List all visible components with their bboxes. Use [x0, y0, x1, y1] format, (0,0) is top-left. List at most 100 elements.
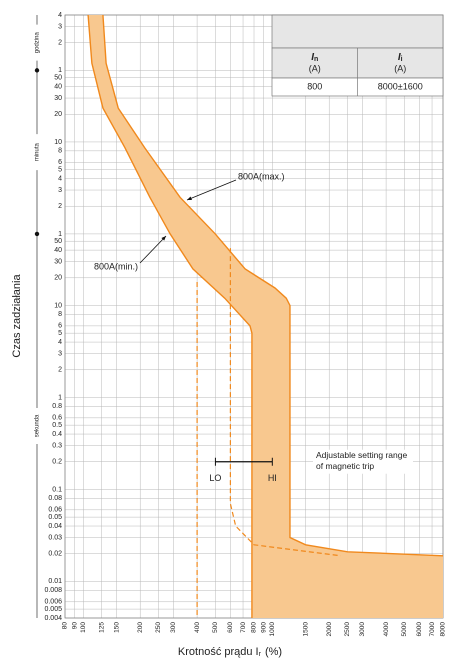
labels: 80 90 100 125 150 200 250 300 400 500 600 700 800 900… [44, 12, 446, 637]
y-tick-label: 10 [54, 139, 62, 146]
y-tick-label: 5 [58, 166, 62, 173]
marks [87, 14, 444, 618]
x-tick-label: 600 [227, 622, 234, 633]
y-tick-label: 3 [58, 187, 62, 194]
y-tick-label: 20 [54, 275, 62, 282]
x-tick-label: 500 [212, 622, 219, 633]
y-tick-label: 2 [58, 367, 62, 374]
y-tick-label: 3 [58, 23, 62, 30]
y-tick-label: 0.1 [52, 486, 62, 493]
dashed-curve [229, 248, 341, 557]
x-tick-label: 700 [240, 622, 247, 633]
y-tick-label: 0.05 [48, 514, 62, 521]
y-tick-label: 1 [58, 394, 62, 401]
arrow-head [187, 196, 192, 201]
curve [102, 14, 444, 557]
arrow-head [161, 236, 166, 241]
x-tick-label: 4000 [383, 622, 390, 637]
y-tick-label: 0.2 [52, 459, 62, 466]
x-title-text: Krotność prądu I [178, 646, 259, 658]
curve [87, 14, 253, 618]
y-tick-label: 1 [58, 231, 62, 238]
y-tick-label: 0.008 [44, 587, 62, 594]
y-tick-label: 40 [54, 247, 62, 254]
y-tick-label: 30 [54, 95, 62, 102]
y-tick-label: 1 [58, 67, 62, 74]
annotation-arrow [139, 235, 167, 264]
table-cell: 800 [307, 81, 322, 91]
y-tick-label: 0.06 [48, 507, 62, 514]
y-tick-label: 0.8 [52, 403, 62, 410]
x-title-unit: (%) [265, 646, 282, 658]
x-axis-title: Krotność prądu Ir (%) [178, 646, 282, 658]
y-tick-label: 5 [58, 330, 62, 337]
y-tick-label: 0.01 [48, 578, 62, 585]
unit-label: sekunda [35, 414, 41, 437]
x-tick-label: 3000 [359, 622, 366, 637]
range-note: Adjustable setting range [316, 450, 407, 460]
y-tick-label: 6 [58, 159, 62, 166]
annotation: 800A(max.) [238, 171, 285, 181]
x-tick-label: 7000 [429, 622, 436, 637]
header-symbol: I [311, 52, 314, 63]
header-symbol: I [398, 52, 401, 63]
unit-label: godzina [35, 32, 41, 54]
y-tick-label: 40 [54, 83, 62, 90]
x-title-sub: r [259, 651, 262, 658]
y-tick-label: 30 [54, 258, 62, 265]
y-tick-label: 8 [58, 148, 62, 155]
y-tick-label: 0.4 [52, 431, 62, 438]
unit-label: minuta [35, 142, 41, 161]
y-tick-label: 20 [54, 111, 62, 118]
range-label: HI [268, 473, 277, 483]
x-tick-label: 80 [62, 622, 69, 630]
table-top [271, 14, 444, 49]
unit-dot [34, 68, 40, 73]
y-tick-label: 0.03 [48, 534, 62, 541]
range-note: of magnetic trip [316, 461, 374, 471]
table-header-symbol: In [311, 52, 318, 63]
y-tick-label: 2 [58, 40, 62, 47]
y-tick-label: 0.5 [52, 422, 62, 429]
x-tick-label: 2000 [326, 622, 333, 637]
header-sub: i [401, 56, 403, 63]
annotation: 800A(min.) [94, 261, 138, 271]
header-sub: n [314, 56, 318, 63]
y-tick-label: 0.08 [48, 495, 62, 502]
x-tick-label: 5000 [401, 622, 408, 637]
note-bg [313, 449, 413, 474]
x-tick-label: 1500 [302, 622, 309, 637]
y-tick-label: 8 [58, 311, 62, 318]
y-tick-label: 4 [58, 175, 62, 182]
x-tick-label: 90 [71, 622, 78, 630]
y-tick-label: 4 [58, 339, 62, 346]
table-header-unit: (A) [309, 63, 321, 73]
y-tick-label: 0.005 [44, 606, 62, 613]
x-tick-label: 8000 [440, 622, 447, 637]
y-tick-label: 0.02 [48, 551, 62, 558]
x-tick-label: 1000 [269, 622, 276, 637]
x-tick-label: 900 [260, 622, 267, 633]
x-tick-label: 250 [155, 622, 162, 633]
annotation-arrow [186, 179, 237, 201]
x-tick-label: 6000 [416, 622, 423, 637]
y-tick-label: 50 [54, 238, 62, 245]
y-axis-title: Czas zadziałania [11, 274, 23, 358]
y-tick-label: 0.6 [52, 415, 62, 422]
range-label: LO [209, 473, 221, 483]
y-tick-label: 0.3 [52, 442, 62, 449]
table-cell: 8000±1600 [378, 81, 423, 91]
y-tick-label: 3 [58, 350, 62, 357]
table-header-unit: (A) [394, 63, 406, 73]
x-tick-label: 300 [170, 622, 177, 633]
y-tick-label: 2 [58, 203, 62, 210]
x-tick-label: 2500 [344, 622, 351, 637]
y-tick-label: 4 [58, 12, 62, 19]
x-tick-label: 400 [194, 622, 201, 633]
table-header-symbol: Ii [398, 52, 403, 63]
y-tick-label: 0.04 [48, 523, 62, 530]
x-tick-label: 125 [98, 622, 105, 633]
x-tick-label: 100 [80, 622, 87, 633]
x-tick-label: 800 [251, 622, 258, 633]
y-tick-label: 50 [54, 74, 62, 81]
